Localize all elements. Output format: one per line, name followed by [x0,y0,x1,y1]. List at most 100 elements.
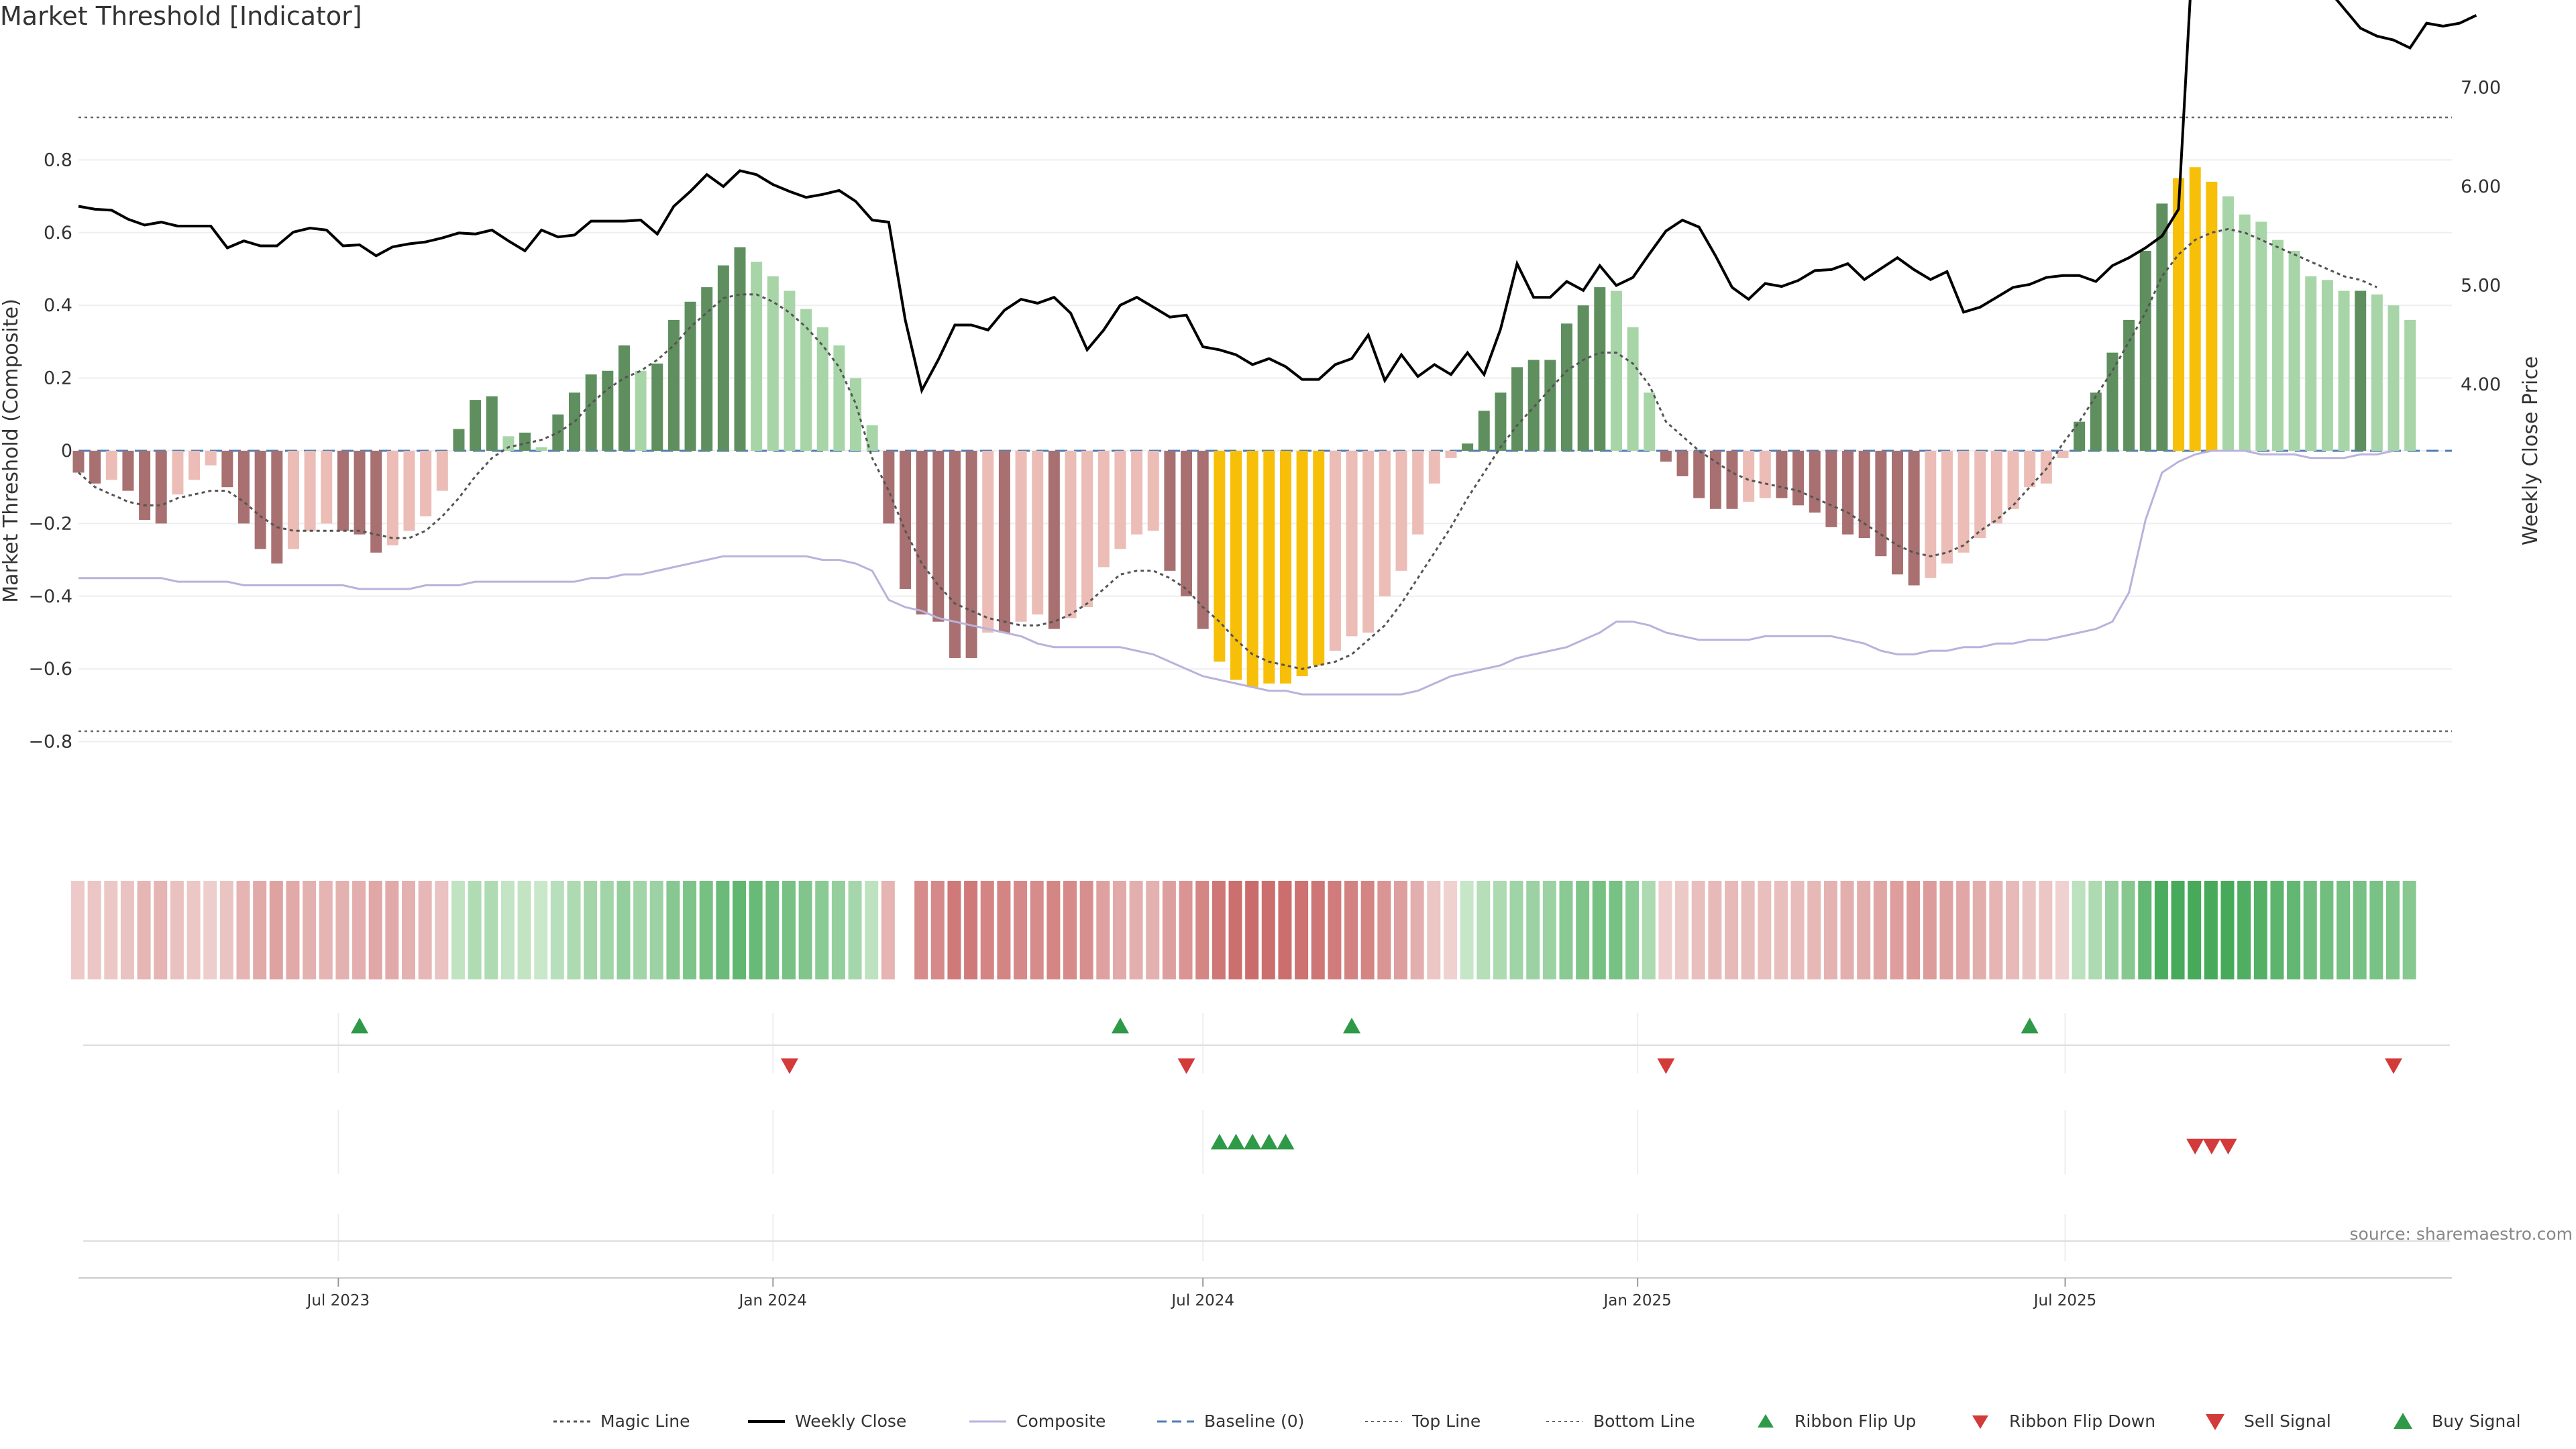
composite-bar [2090,392,2102,451]
ribbon-cell [484,881,498,979]
ribbon-cell [1890,881,1904,979]
composite-bar [1544,360,1556,451]
composite-bar [1858,451,1870,539]
composite-bar [1379,451,1391,596]
ribbon-cell [2237,881,2251,979]
composite-bar [1990,451,2002,524]
ribbon-cell [964,881,978,979]
composite-bar [370,451,382,553]
x-tick-label: Jan 2025 [1602,1292,1671,1309]
ribbon-cell [1146,881,1160,979]
composite-bar [1097,451,1110,568]
ribbon-cell [1228,881,1242,979]
ribbon-cell [1542,881,1556,979]
composite-bar [2239,214,2251,451]
ribbon-flip-up-marker [1111,1018,1129,1034]
composite-bar [1594,287,1606,451]
ribbon-cell [154,881,168,979]
ribbon-cell [534,881,548,979]
composite-bar [800,309,812,451]
ribbon-cell [831,881,845,979]
x-tick-label: Jul 2023 [306,1292,370,1309]
composite-bars [72,167,2416,688]
ribbon-cell [1112,881,1126,979]
legend-label: Ribbon Flip Down [2009,1411,2155,1431]
composite-bar [1246,451,1258,688]
ribbon-cell [1079,881,1093,979]
composite-bar [1892,451,1903,575]
composite-bar [486,396,498,451]
ribbon-cell [451,881,465,979]
ribbon-cell [716,881,730,979]
ribbon-cell [1708,881,1722,979]
ribbon-cell [1311,881,1325,979]
composite-bar [1842,451,1854,535]
ribbon-cell [236,881,250,979]
ribbon-cell [2072,881,2086,979]
ribbon-cell [2270,881,2284,979]
ribbon-cell [633,881,647,979]
ribbon-cell [1030,881,1044,979]
ribbon-cell [798,881,812,979]
signal-panels [83,1013,2450,1261]
composite-bar [2355,290,2367,451]
left-axis-label: Market Threshold (Composite) [0,299,23,603]
ribbon-cell [815,881,829,979]
ribbon-cell [2220,881,2235,979]
legend-key [1972,1415,1988,1429]
ribbon-cell [765,881,780,979]
composite-bar [1181,451,1193,596]
ribbon-cell [1725,881,1738,979]
composite-bar [2271,239,2284,451]
ribbon-cell [137,881,151,979]
composite-bar [1362,451,1375,633]
composite-bar [321,451,333,524]
left-tick-label: 0.4 [44,295,72,316]
composite-bar [2173,178,2185,451]
buy-signal-marker [1210,1134,1228,1150]
ribbon-cell [1509,881,1523,979]
left-tick-label: 0.6 [44,223,72,244]
composite-bar [304,451,316,531]
composite-bar [189,451,201,480]
composite-bar [1511,367,1523,451]
ribbon-flip-down-marker [1177,1058,1195,1074]
composite-bar [816,327,828,451]
sell-signal-marker [2202,1138,2220,1155]
ribbon-cell [402,881,415,979]
ribbon-cell [2303,881,2317,979]
composite-bar [1561,323,1572,451]
x-tick-label: Jan 2024 [738,1292,807,1309]
composite-bar [1957,451,1970,553]
composite-bar [734,247,746,451]
ribbon-cell [1328,881,1342,979]
composite-bar [1726,451,1738,509]
composite-bar [900,451,911,589]
composite-bar [470,400,482,451]
ribbon-cell [699,881,713,979]
buy-signal-marker [1277,1134,1295,1150]
x-tick-label: Jul 2025 [2033,1292,2097,1309]
composite-bar [2106,352,2118,451]
legend-label: Sell Signal [2244,1411,2331,1431]
composite-bar [1164,451,1176,571]
ribbon-cell [1278,881,1292,979]
composite-bar [1627,327,1639,451]
buy-signal-marker [1244,1134,1262,1150]
composite-bar [519,432,531,451]
composite-bar [221,451,233,488]
ribbon-cell [1377,881,1391,979]
composite-bar [1462,443,1474,451]
composite-bar [932,451,945,622]
composite-bar [354,451,366,535]
composite-bar [535,447,547,451]
composite-bar [635,370,647,451]
ribbon-cell [303,881,317,979]
ribbon-cell [1956,881,1970,979]
ribbon-cell [219,881,233,979]
composite-bar [436,451,448,491]
composite-bar [403,451,415,531]
left-tick-label: −0.2 [28,513,72,534]
composite-bar [2321,280,2333,451]
